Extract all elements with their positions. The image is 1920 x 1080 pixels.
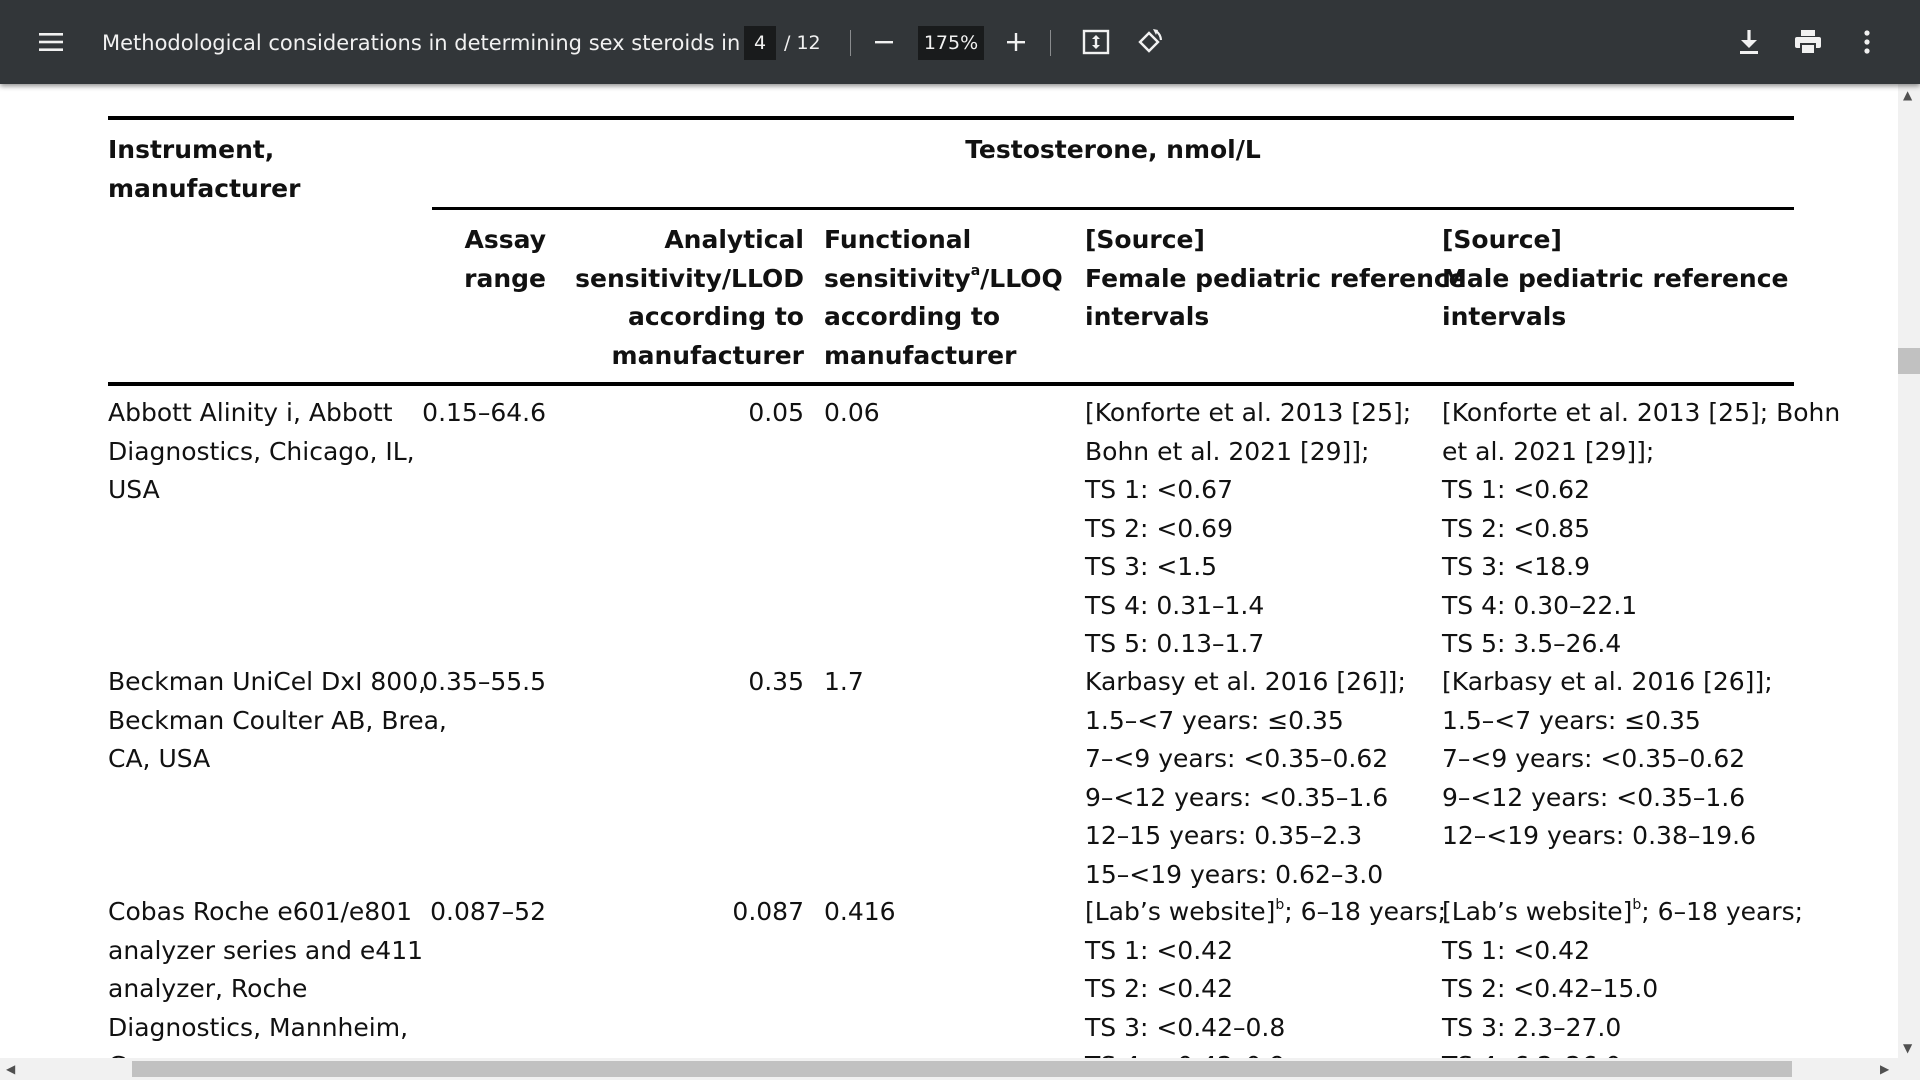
group-header-rule	[432, 207, 1794, 210]
page-number-input[interactable]: 4	[744, 26, 776, 60]
zoom-out-icon[interactable]	[860, 18, 908, 66]
row-cobas-instrument: Cobas Roche e601/e801 analyzer series an…	[108, 897, 424, 1058]
page-total: / 12	[784, 32, 821, 54]
row-beckman-analytical: 0.35	[748, 667, 804, 696]
row-cobas-male-intervals: [Lab’s website]b; 6–18 years; TS 1: <0.4…	[1442, 896, 1804, 1058]
header-female-reference: [Source] Female pediatric reference inte…	[1085, 225, 1466, 331]
header-bottom-rule	[108, 382, 1794, 386]
scroll-left-arrow-icon[interactable]: ◀	[6, 1062, 16, 1076]
zoom-in-icon[interactable]	[992, 18, 1040, 66]
scroll-right-arrow-icon[interactable]: ▶	[1880, 1062, 1890, 1076]
row-abbott-female-intervals: [Konforte et al. 2013 [25]; Bohn et al. …	[1085, 398, 1412, 658]
scroll-down-arrow-icon[interactable]: ▼	[1903, 1041, 1913, 1055]
hamburger-menu-icon[interactable]	[27, 18, 75, 66]
header-testosterone-group: Testosterone, nmol/L	[965, 135, 1261, 164]
row-abbott-male-intervals: [Konforte et al. 2013 [25]; Bohn et al. …	[1442, 398, 1841, 658]
toolbar-divider	[850, 30, 851, 56]
row-beckman-instrument: Beckman UniCel DxI 800, Beckman Coulter …	[108, 667, 447, 773]
header-instrument: Instrument, manufacturer	[108, 135, 301, 203]
row-beckman-female-intervals: Karbasy et al. 2016 [26]]; 1.5–<7 years:…	[1085, 667, 1406, 889]
more-options-icon[interactable]	[1843, 18, 1891, 66]
header-male-reference: [Source] Male pediatric reference interv…	[1442, 225, 1789, 331]
footnote-b-marker: b	[1275, 896, 1285, 913]
footnote-a-marker: a	[970, 263, 981, 280]
row-cobas-functional: 0.416	[824, 897, 896, 926]
header-functional-sensitivity: Functional sensitivitya/LLOQ according t…	[824, 225, 1063, 370]
header-assay-range: Assay range	[464, 225, 546, 293]
row-abbott-assay-range: 0.15–64.6	[422, 398, 546, 427]
document-viewport[interactable]: Instrument, manufacturer Testosterone, n…	[0, 84, 1898, 1058]
download-icon[interactable]	[1725, 18, 1773, 66]
row-abbott-analytical: 0.05	[748, 398, 804, 427]
zoom-level-input[interactable]: 175%	[918, 26, 984, 60]
rotate-icon[interactable]	[1125, 18, 1173, 66]
row-abbott-functional: 0.06	[824, 398, 880, 427]
vertical-scrollbar-thumb[interactable]	[1898, 348, 1920, 374]
header-analytical-sensitivity: Analytical sensitivity/LLOD according to…	[575, 225, 804, 370]
fit-to-page-icon[interactable]	[1072, 18, 1120, 66]
row-cobas-analytical: 0.087	[732, 897, 804, 926]
row-beckman-functional: 1.7	[824, 667, 864, 696]
row-beckman-assay-range: 0.35–55.5	[422, 667, 546, 696]
vertical-scrollbar[interactable]	[1898, 84, 1920, 1058]
footnote-b-marker: b	[1632, 896, 1642, 913]
document-title: Methodological considerations in determi…	[102, 31, 768, 55]
row-cobas-female-intervals: [Lab’s website]b; 6–18 years; TS 1: <0.4…	[1085, 896, 1447, 1058]
scroll-up-arrow-icon[interactable]: ▲	[1903, 88, 1913, 102]
row-cobas-assay-range: 0.087–52	[430, 897, 546, 926]
horizontal-scrollbar-thumb[interactable]	[132, 1061, 1792, 1077]
print-icon[interactable]	[1784, 18, 1832, 66]
table-top-rule	[108, 116, 1794, 120]
row-beckman-male-intervals: [Karbasy et al. 2016 [26]]; 1.5–<7 years…	[1442, 667, 1773, 850]
row-abbott-instrument: Abbott Alinity i, Abbott Diagnostics, Ch…	[108, 398, 415, 504]
toolbar-divider	[1050, 30, 1051, 56]
pdf-toolbar: Methodological considerations in determi…	[0, 0, 1920, 84]
